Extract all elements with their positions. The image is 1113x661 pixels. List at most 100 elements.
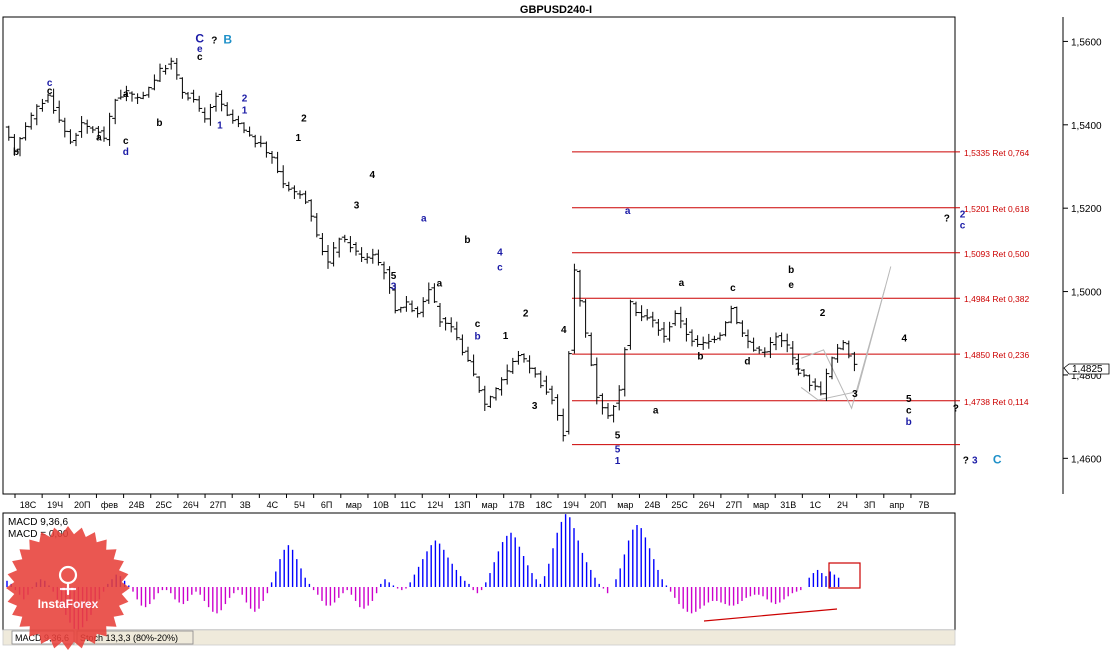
ohlc-bar <box>677 306 684 329</box>
ohlc-bar <box>112 98 119 125</box>
ohlc-bar <box>252 134 259 148</box>
ohlc-bar <box>767 337 774 359</box>
time-tick-label: 12Ч <box>427 500 443 510</box>
wave-label: c <box>123 136 129 147</box>
wave-label: a <box>625 206 631 217</box>
ohlc-bar <box>789 341 796 365</box>
time-tick-label: 27П <box>726 500 742 510</box>
time-tick-label: 10В <box>373 500 389 510</box>
wave-label: 1 <box>296 133 302 144</box>
ohlc-bar <box>728 305 735 324</box>
ohlc-bar <box>386 266 393 294</box>
ohlc-bar <box>95 126 102 140</box>
tab-stoch-label: Stoch 13,3,3 (80%-20%) <box>80 633 178 643</box>
price-tick-label: 1,5400 <box>1071 121 1102 132</box>
ohlc-bar <box>498 377 505 396</box>
time-tick-label: 27П <box>210 500 226 510</box>
time-tick-label: 17В <box>509 500 525 510</box>
wave-label: d <box>123 147 129 158</box>
ohlc-bar <box>157 63 163 82</box>
ohlc-bar <box>308 199 315 222</box>
ohlc-bar <box>756 345 763 354</box>
wave-label: 1 <box>795 362 801 373</box>
price-tick-label: 1,4800 <box>1071 371 1102 382</box>
time-tick-label: 26Ч <box>183 500 199 510</box>
ohlc-bar <box>655 318 662 336</box>
ohlc-bar <box>61 117 68 138</box>
wave-label: 2 <box>820 308 826 319</box>
ohlc-bar <box>173 58 180 80</box>
ohlc-bar <box>577 269 583 307</box>
chart-title: GBPUSD240-I <box>520 4 592 16</box>
ohlc-bar <box>50 88 57 114</box>
ohlc-bar <box>823 368 830 401</box>
ohlc-bar <box>78 116 85 138</box>
wave-label: b <box>13 147 19 158</box>
ohlc-bar <box>201 107 208 123</box>
ohlc-bar <box>554 394 561 421</box>
ohlc-bar <box>5 125 12 141</box>
wave-label: a <box>437 279 443 290</box>
wave-label: a <box>123 89 129 100</box>
ohlc-bar <box>218 90 225 112</box>
ohlc-bar <box>448 317 455 333</box>
wave-label: c <box>47 86 53 97</box>
time-tick-label: апр <box>889 500 904 510</box>
watermark-brand: InstaForex <box>38 597 99 611</box>
time-tick-label: 19Ч <box>47 500 63 510</box>
ohlc-bar <box>134 93 141 105</box>
ohlc-bar <box>353 242 359 256</box>
ohlc-bar <box>89 126 96 134</box>
wave-label: a <box>679 278 685 289</box>
ohlc-bar <box>700 336 707 350</box>
ohlc-bar <box>129 91 135 102</box>
ohlc-bar <box>117 89 124 100</box>
ohlc-bar <box>190 89 197 103</box>
time-tick-label: 20П <box>74 500 90 510</box>
wave-label: c <box>960 221 966 232</box>
ohlc-bar <box>532 367 539 378</box>
ohlc-bar <box>717 332 723 341</box>
ohlc-bar <box>599 393 606 415</box>
wave-label: c <box>730 283 736 294</box>
ohlc-bar <box>185 92 191 101</box>
indicator-tab-bar <box>2 629 956 646</box>
wave-label: B <box>223 33 232 47</box>
macd-divergence-line <box>703 608 838 622</box>
price-tick-label: 1,5200 <box>1071 204 1102 215</box>
projection-paths <box>800 266 892 410</box>
time-tick-label: 26Ч <box>699 500 715 510</box>
time-axis: 18С 19Ч 20П фев 24В 25С 26Ч 27П 3В 4С 5Ч 6П мар 10В 11… <box>3 493 955 510</box>
ohlc-bar <box>627 299 634 350</box>
ohlc-bar <box>246 126 253 137</box>
ohlc-bar <box>420 297 427 318</box>
ohlc-bar <box>845 340 852 359</box>
ohlc-bar <box>241 122 247 134</box>
ohlc-bar <box>101 126 107 142</box>
instaforex-watermark: InstaForex <box>6 526 130 650</box>
ohlc-bar <box>269 150 275 164</box>
wave-label: C <box>195 32 204 46</box>
wave-label: 2 <box>523 309 529 320</box>
ohlc-bar <box>453 321 460 341</box>
wave-label: 4 <box>561 325 567 336</box>
ohlc-bar <box>67 129 74 145</box>
ohlc-bar <box>549 385 555 405</box>
ohlc-bar <box>733 306 740 325</box>
time-tick-label: 13П <box>454 500 470 510</box>
ohlc-bar <box>672 310 679 326</box>
wave-label: 4 <box>497 247 503 258</box>
wave-label: a <box>653 405 659 416</box>
ohlc-bar <box>739 320 746 337</box>
ohlc-bar <box>73 132 79 147</box>
ohlc-bar <box>207 103 214 126</box>
time-tick-label: 18С <box>536 500 553 510</box>
wave-label: 2 <box>960 209 966 220</box>
time-tick-label: 19Ч <box>563 500 579 510</box>
time-tick-label: мар <box>481 500 497 510</box>
fibonacci-levels: 1,5335 Ret 0,764 1,5201 Ret 0,618 1,5093 R… <box>572 148 1029 446</box>
ohlc-bar <box>638 305 645 322</box>
ohlc-bar <box>649 311 656 328</box>
projection-path <box>801 287 886 410</box>
ohlc-bar <box>325 245 331 269</box>
